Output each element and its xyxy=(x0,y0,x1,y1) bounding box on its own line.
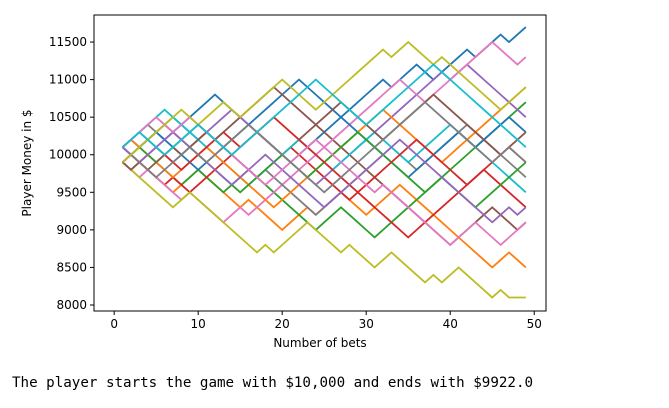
y-tick-label: 11500 xyxy=(49,35,87,49)
y-tick-label: 9500 xyxy=(56,185,87,199)
x-tick-label: 50 xyxy=(527,317,542,331)
x-tick-label: 10 xyxy=(191,317,206,331)
y-tick-label: 8000 xyxy=(56,298,87,312)
series-line-6 xyxy=(121,123,527,247)
y-axis-label: Player Money in $ xyxy=(20,109,34,216)
x-tick-label: 20 xyxy=(275,317,290,331)
x-tick-label: 40 xyxy=(443,317,458,331)
plot-frame xyxy=(93,14,547,312)
series-line-2 xyxy=(121,153,527,269)
result-caption: The player starts the game with $10,000 … xyxy=(12,375,534,391)
x-tick-label: 30 xyxy=(359,317,374,331)
x-axis-ticks: 0 10 20 30 40 50 xyxy=(110,311,542,331)
series-line-3 xyxy=(121,101,527,239)
series-line-20 xyxy=(121,63,527,156)
series-line-19 xyxy=(121,40,527,163)
series-line-5 xyxy=(121,63,527,186)
money-chart: 0 10 20 30 40 50 8000 8500 9000 9500 10000 10500 11… xyxy=(20,14,547,350)
series-line-17 xyxy=(121,115,527,247)
y-tick-label: 9000 xyxy=(56,223,87,237)
series-line-18 xyxy=(121,100,527,194)
x-axis-label: Number of bets xyxy=(273,336,366,350)
series-line-14 xyxy=(121,115,527,194)
series-line-13 xyxy=(121,130,527,209)
y-tick-label: 10500 xyxy=(49,110,87,124)
y-tick-label: 8500 xyxy=(56,260,87,274)
x-tick-label: 0 xyxy=(110,317,118,331)
series-line-9 xyxy=(121,161,526,299)
y-tick-label: 10000 xyxy=(49,148,87,162)
y-axis-ticks: 8000 8500 9000 9500 10000 10500 11000 11500 xyxy=(49,35,94,312)
plot-lines xyxy=(121,26,527,299)
y-tick-label: 11000 xyxy=(49,73,87,87)
